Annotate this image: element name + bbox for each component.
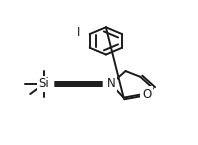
Text: I: I: [77, 26, 81, 39]
Text: N: N: [106, 77, 115, 90]
Text: Si: Si: [39, 77, 49, 90]
Text: O: O: [142, 88, 151, 100]
